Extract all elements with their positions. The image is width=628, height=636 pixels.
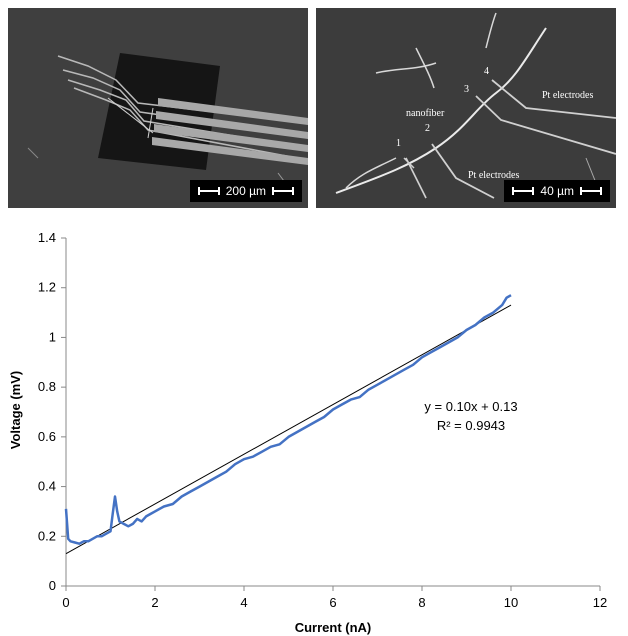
x-tick-label: 12	[593, 595, 607, 610]
x-tick-label: 8	[418, 595, 425, 610]
trendline-equation: y = 0.10x + 0.13	[424, 399, 517, 414]
scale-bar: 40 µm	[504, 180, 610, 202]
scale-bar-label: 40 µm	[540, 184, 574, 198]
electrodes-label-bottom: Pt electrodes	[468, 170, 520, 181]
electrode-lead-3	[475, 95, 616, 155]
sem-nanofiber-drawing	[316, 8, 616, 208]
electrode-lead-2	[431, 143, 495, 199]
electrode-line-1	[158, 98, 308, 125]
electrode-line-2	[156, 111, 308, 139]
chart-axes	[65, 238, 600, 587]
y-tick-label: 0.4	[38, 479, 56, 494]
series-group	[64, 294, 512, 545]
nanofiber-strand	[335, 27, 547, 194]
electrodes-label-top: Pt electrodes	[542, 90, 594, 101]
y-tick-label: 1.4	[38, 230, 56, 245]
iv-chart: 0 2 4 6 8 10 12 0 0.2 0.4 0.6 0.8 1 1.2 1.4 Current (n…	[8, 230, 607, 635]
x-tick-label: 4	[240, 595, 247, 610]
scale-bar-line	[512, 187, 535, 195]
series-line	[64, 294, 512, 545]
electrode-number-1: 1	[396, 138, 401, 149]
scale-bar-line	[197, 187, 220, 195]
y-tick-label: 0.8	[38, 379, 56, 394]
scale-bar-line	[580, 187, 602, 195]
electrode-number-2: 2	[425, 123, 430, 134]
electrode-lead-4	[491, 79, 616, 119]
scale-bar-label: 200 µm	[225, 184, 266, 198]
sem-device-drawing	[8, 8, 308, 208]
trendline	[65, 304, 512, 555]
electrode-lead-1	[403, 157, 415, 169]
y-tick-label: 0.6	[38, 429, 56, 444]
y-tick-label: 1.2	[38, 280, 56, 295]
x-tick-label: 2	[151, 595, 158, 610]
sem-image-nanofiber: nanofiber Pt electrodes Pt electrodes 1 …	[316, 8, 616, 208]
y-axis-title: Voltage (mV)	[8, 371, 23, 450]
electrode-line-3	[154, 124, 308, 152]
trendline-group	[65, 304, 512, 555]
x-tick-label: 10	[504, 595, 518, 610]
x-axis-title: Current (nA)	[295, 620, 372, 635]
electrode-number-4: 4	[484, 66, 489, 77]
scale-bar-line	[272, 187, 294, 195]
y-tick-label: 1	[49, 329, 56, 344]
electrode-number-3: 3	[464, 84, 469, 95]
y-tick-label: 0.2	[38, 528, 56, 543]
electrode-line-4	[152, 137, 308, 165]
nanofiber-label: nanofiber	[406, 108, 445, 119]
r-squared-label: R² = 0.9943	[437, 418, 505, 433]
x-tick-label: 0	[62, 595, 69, 610]
sem-image-device: 200 µm	[8, 8, 308, 208]
y-tick-label: 0	[49, 578, 56, 593]
chart-ticks: 0 2 4 6 8 10 12 0 0.2 0.4 0.6 0.8 1 1.2 1.4	[38, 230, 607, 610]
scale-bar: 200 µm	[189, 180, 302, 202]
x-tick-label: 6	[329, 595, 336, 610]
